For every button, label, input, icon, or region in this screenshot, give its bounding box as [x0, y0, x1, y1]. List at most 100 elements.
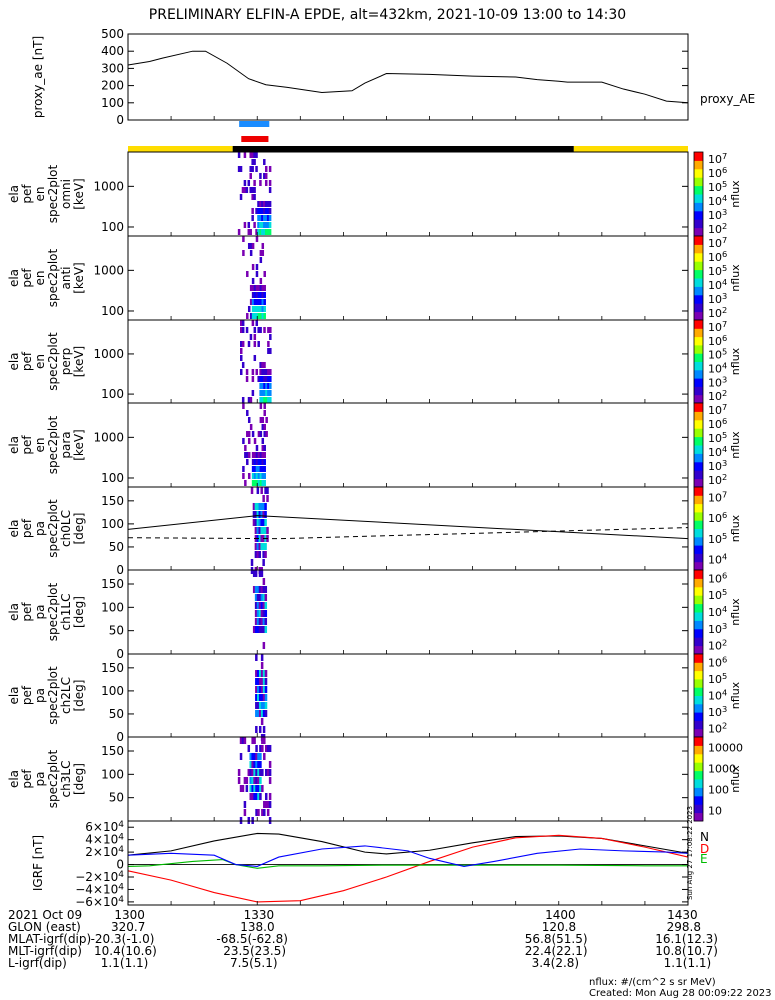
heatmap-cell	[244, 445, 247, 451]
sun-bar-segment-0	[128, 146, 233, 152]
created-stamp: Created: Mon Aug 28 00:09:22 2023	[589, 988, 772, 999]
heatmap-cell	[258, 726, 262, 733]
heatmap-cell	[245, 376, 249, 382]
heatmap-cell	[253, 777, 256, 784]
footer-value: 23.5(23.5)	[223, 944, 287, 958]
heatmap-cell	[268, 166, 272, 172]
y-tick-label: 1000	[93, 263, 124, 277]
colorbar-segment	[694, 311, 703, 321]
panel-frame	[127, 33, 689, 121]
heatmap-cell	[262, 642, 266, 649]
status-bars	[128, 121, 688, 152]
colorbar-tick: 102	[708, 721, 727, 736]
heatmap-cell	[249, 250, 253, 256]
heatmap-cell	[242, 236, 245, 242]
heatmap-cell	[262, 543, 265, 550]
heatmap-cell	[249, 152, 252, 158]
colorbar-segment	[694, 687, 703, 696]
heatmap-cell	[253, 327, 257, 333]
heatmap-cell	[255, 459, 259, 465]
y-tick-label: 2×104	[85, 845, 124, 859]
heatmap-cell	[262, 519, 265, 526]
heatmap-cell	[257, 809, 260, 816]
heatmap-cell	[264, 166, 268, 172]
heatmap-cell	[266, 495, 269, 502]
heatmap-cell	[263, 369, 266, 375]
heatmap-cell	[251, 313, 255, 319]
colorbar-segment	[694, 378, 703, 387]
science-bar-red	[241, 136, 269, 142]
heatmap-cell	[249, 424, 253, 430]
heatmap-cell	[266, 527, 269, 534]
heatmap-cell	[259, 431, 263, 437]
heatmap-cell	[257, 753, 260, 760]
series-line-blue	[127, 845, 689, 867]
loss-cone-line	[127, 515, 689, 540]
heatmap-cell	[245, 777, 249, 784]
heatmap-cell	[264, 801, 268, 808]
colorbar-segment	[694, 470, 703, 480]
heatmap-cell	[257, 670, 260, 677]
heatmap-cell	[258, 686, 262, 693]
colorbar-tick: 104	[708, 604, 727, 619]
heatmap-cell	[258, 710, 262, 717]
footer-row-label: GLON (east)	[8, 920, 81, 934]
heatmap-cell	[263, 397, 266, 403]
heatmap-cell	[241, 785, 245, 792]
heatmap-cell	[268, 222, 272, 228]
colorbar-frame	[693, 736, 704, 822]
heatmap-cell	[243, 187, 247, 193]
colorbar-segment	[694, 620, 703, 630]
heatmap-cell	[259, 257, 263, 263]
heatmap-cell	[259, 403, 263, 409]
heatmap-cell	[241, 397, 245, 403]
heatmap-cell	[261, 285, 265, 291]
heatmap-cell	[266, 229, 270, 235]
colorbar-tick: 105	[708, 671, 727, 686]
colorbar-tick: 10000	[708, 742, 743, 755]
heatmap-cell	[255, 473, 259, 479]
heatmap-cell	[255, 445, 259, 451]
heatmap-cell	[266, 215, 270, 221]
heatmap-cell	[241, 187, 245, 193]
heatmap-cell	[243, 777, 247, 784]
colorbar-segment	[694, 520, 703, 529]
panel-frame	[127, 402, 689, 488]
heatmap-cell	[260, 618, 264, 625]
heatmap-cell	[259, 397, 262, 403]
y-axis-label: [deg]	[72, 680, 86, 712]
colorbar-tick: 106	[708, 510, 727, 525]
heatmap-cell	[255, 654, 258, 661]
heatmap-cell	[263, 424, 266, 430]
heatmap-cell	[263, 801, 266, 808]
heatmap-cell	[266, 801, 270, 808]
heatmap-cell	[262, 726, 266, 733]
heatmap-cell	[267, 383, 270, 389]
heatmap-cell	[263, 390, 266, 396]
heatmap-cell	[261, 390, 264, 396]
colorbar-tick: 10	[708, 805, 722, 818]
heatmap-cell	[268, 187, 272, 193]
heatmap-cell	[245, 187, 249, 193]
colorbar-segment	[694, 194, 703, 203]
heatmap-cell	[265, 383, 268, 389]
heatmap-cell	[266, 769, 270, 776]
y-axis-label: ela	[7, 269, 21, 287]
colorbar-tick: 106	[708, 165, 727, 180]
heatmap-cell	[263, 809, 266, 816]
heatmap-cell	[240, 327, 243, 333]
proxy-ae-line	[127, 50, 689, 104]
heatmap-cell	[241, 341, 245, 347]
heatmap-cell	[268, 793, 272, 800]
colorbar-segment	[694, 202, 703, 212]
heatmap-cell	[247, 229, 251, 235]
colorbar-tick: 103	[708, 621, 727, 636]
y-tick-label: 150	[101, 577, 124, 591]
heatmap-cell	[264, 626, 268, 633]
sun-bar-segment-1	[232, 146, 574, 152]
heatmap-cell	[262, 578, 266, 585]
colorbar-segment	[694, 168, 703, 178]
heatmap-cell	[249, 299, 253, 305]
y-axis-label: ela	[7, 352, 21, 370]
